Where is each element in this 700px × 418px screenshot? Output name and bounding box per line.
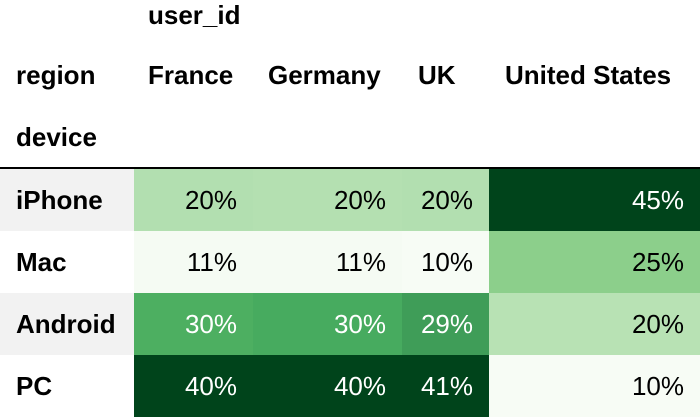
table-cell-mac-uk: 10% (402, 231, 489, 293)
row-label-mac: Mac (0, 231, 134, 293)
table-cell-android-uk: 29% (402, 293, 489, 355)
column-index-name: region (16, 60, 96, 90)
column-header-germany: Germany (268, 60, 381, 90)
table-cell-iphone-germany: 20% (253, 169, 402, 231)
table-cell-pc-germany: 40% (253, 355, 402, 417)
header-divider (0, 167, 700, 169)
row-label-pc: PC (0, 355, 134, 417)
table-cell-mac-united-states: 25% (489, 231, 700, 293)
table-cell-mac-germany: 11% (253, 231, 402, 293)
table-cell-iphone-france: 20% (134, 169, 253, 231)
columns-header-label: user_id (148, 0, 241, 30)
column-header-france: France (148, 60, 234, 90)
table-cell-android-germany: 30% (253, 293, 402, 355)
row-index-name: device (16, 122, 97, 152)
column-header-uk: UK (418, 60, 456, 90)
table-cell-mac-france: 11% (134, 231, 253, 293)
table-cell-android-france: 30% (134, 293, 253, 355)
row-label-iphone: iPhone (0, 169, 134, 231)
table-cell-iphone-united-states: 45% (489, 169, 700, 231)
column-header-united-states: United States (505, 60, 672, 90)
row-label-android: Android (0, 293, 134, 355)
table-cell-android-united-states: 20% (489, 293, 700, 355)
table-cell-pc-uk: 41% (402, 355, 489, 417)
table-cell-pc-united-states: 10% (489, 355, 700, 417)
table-cell-iphone-uk: 20% (402, 169, 489, 231)
table-cell-pc-france: 40% (134, 355, 253, 417)
